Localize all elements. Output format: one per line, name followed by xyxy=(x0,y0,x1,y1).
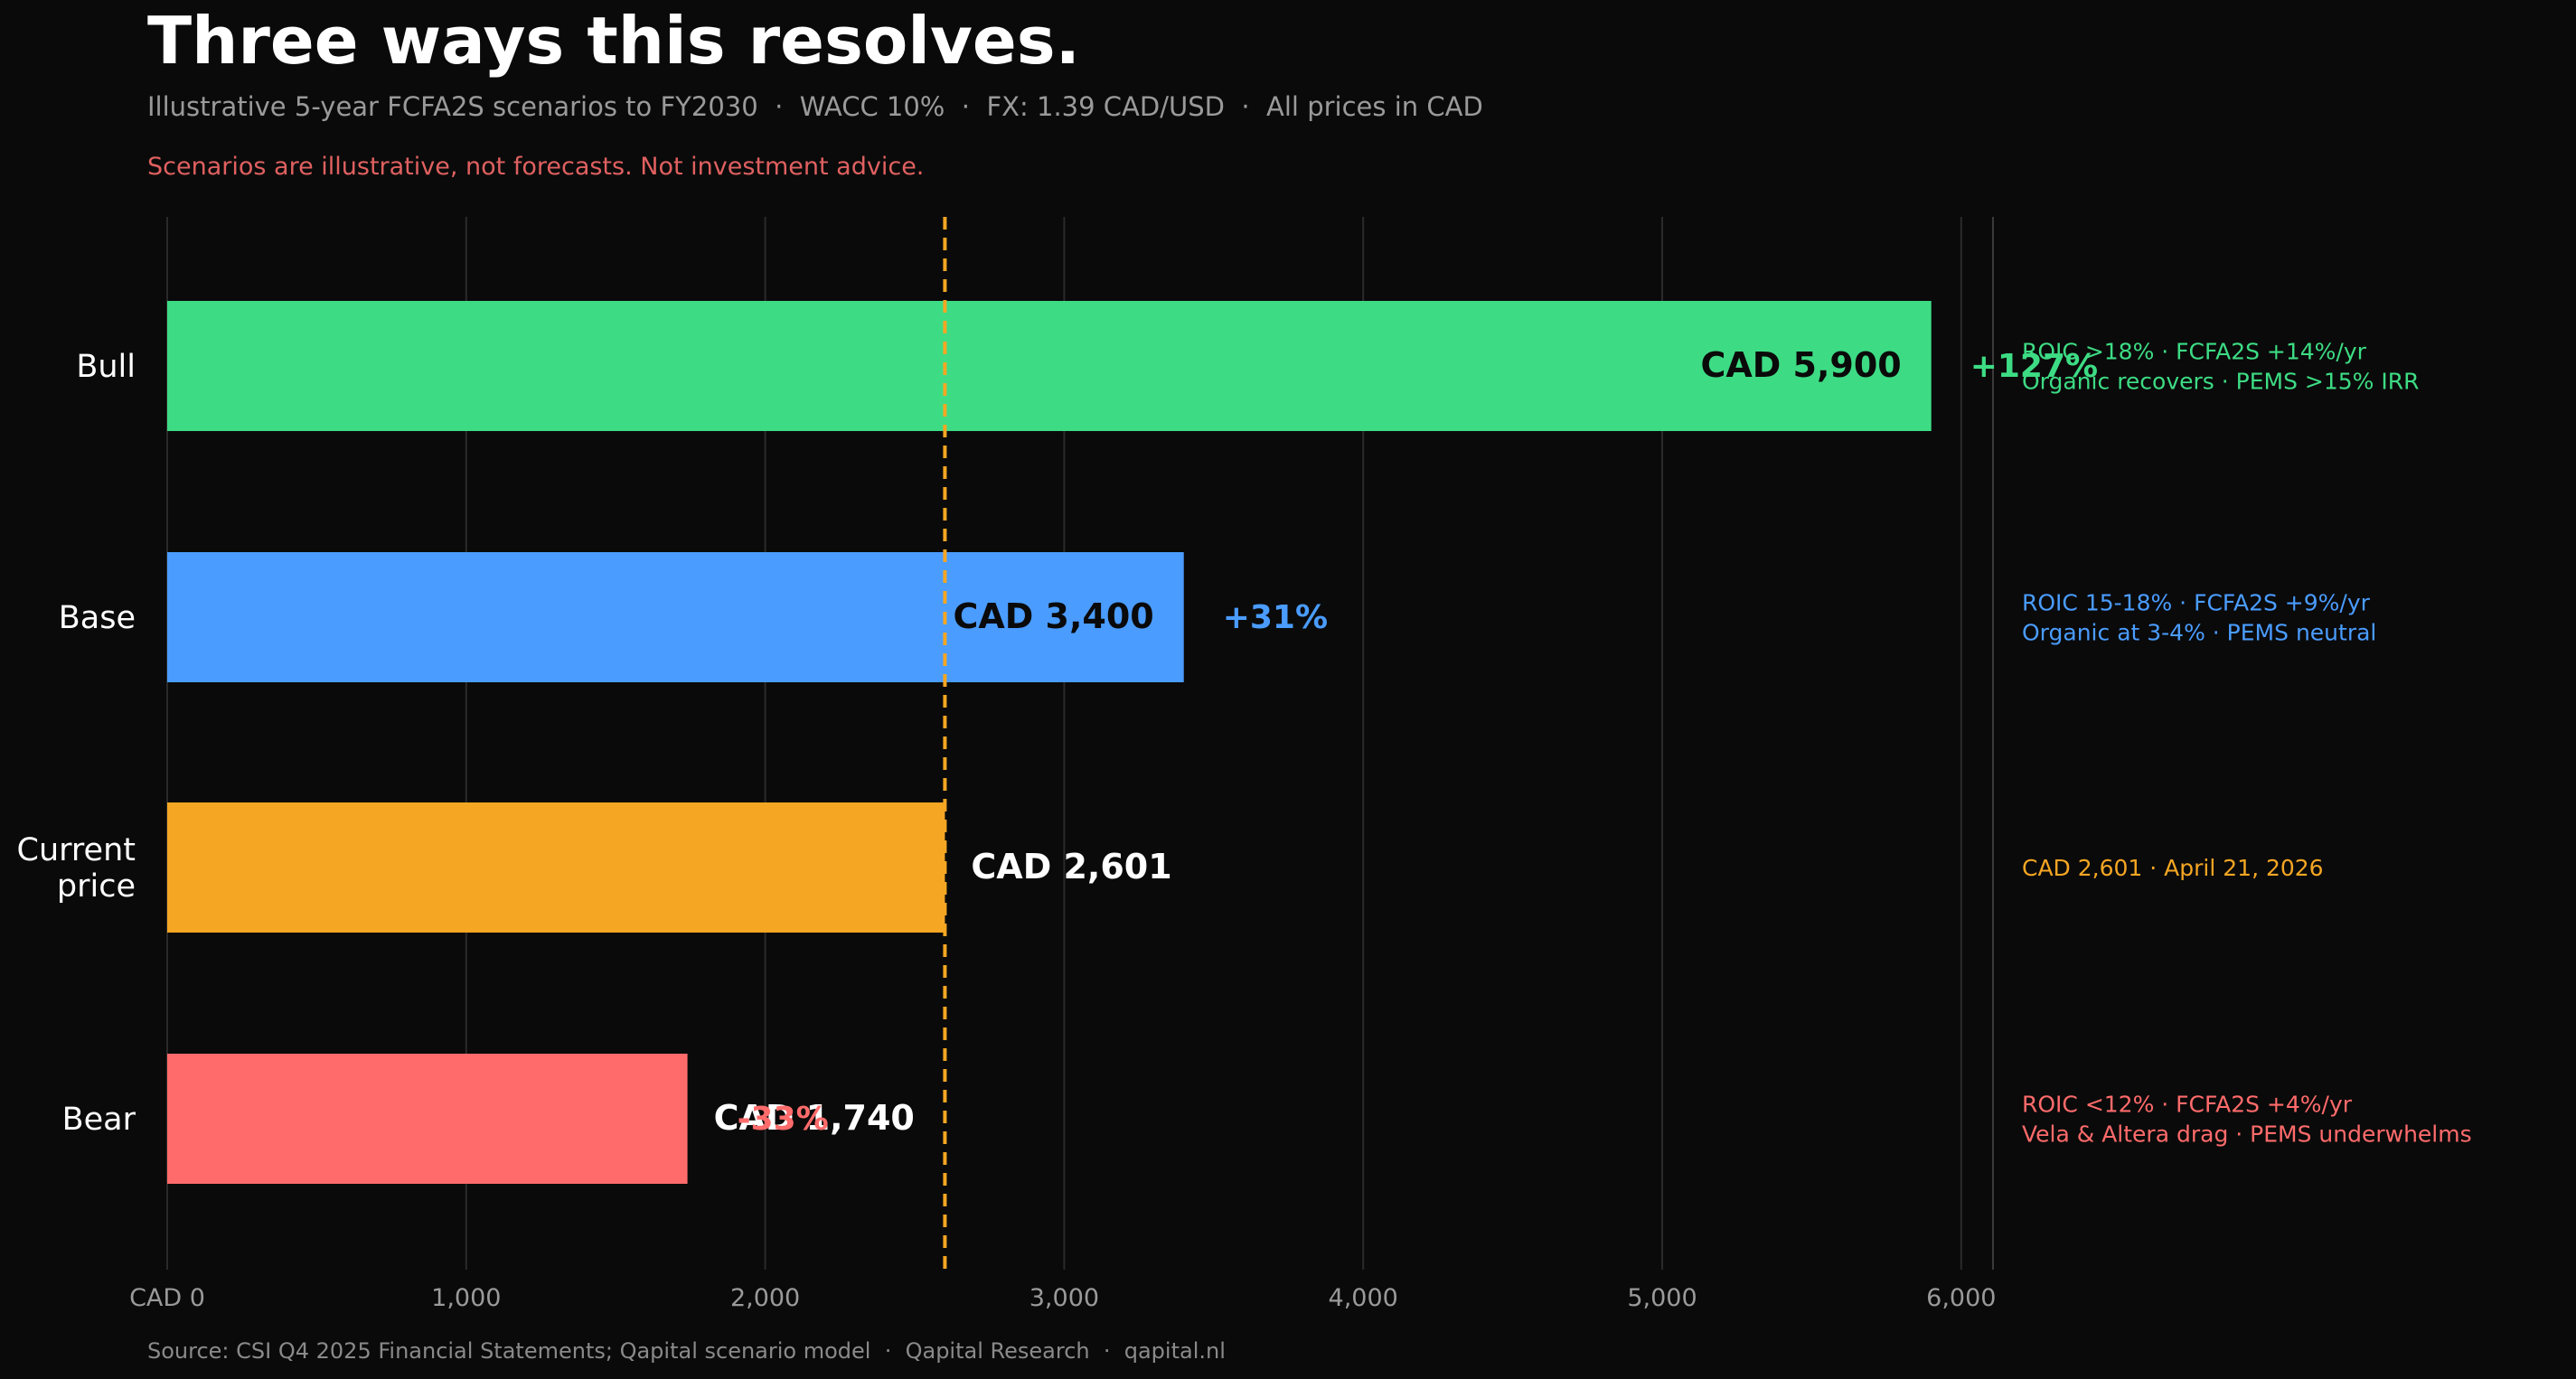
note-bear: Vela & Altera drag · PEMS underwhelms xyxy=(2022,1121,2472,1148)
change-label-bull: +127% xyxy=(1970,348,2098,385)
bars-layer xyxy=(167,301,1932,1184)
category-label-current: Current price xyxy=(17,832,136,905)
category-label-line: Base xyxy=(59,600,136,636)
bar-bull xyxy=(167,301,1932,431)
x-tick-label: 5,000 xyxy=(1627,1284,1697,1312)
x-tick-label: 4,000 xyxy=(1329,1284,1398,1312)
note-bull: ROIC >18% · FCFA2S +14%/yr xyxy=(2022,339,2367,365)
bar-base xyxy=(167,552,1184,682)
change-label-bear: -33% xyxy=(738,1101,829,1138)
chart-title: Three ways this resolves. xyxy=(147,3,1080,79)
category-label-line: price xyxy=(57,868,136,905)
category-label-bull: Bull xyxy=(76,349,136,385)
bar-bear xyxy=(167,1054,688,1184)
disclaimer-text: Scenarios are illustrative, not forecast… xyxy=(147,153,924,181)
value-label-base: CAD 3,400 xyxy=(953,596,1153,636)
value-label-bear: CAD 1,740 xyxy=(714,1098,915,1138)
x-tick-label: 3,000 xyxy=(1029,1284,1099,1312)
note-bull: Organic recovers · PEMS >15% IRR xyxy=(2022,369,2420,395)
note-base: Organic at 3-4% · PEMS neutral xyxy=(2022,620,2376,646)
category-label-bear: Bear xyxy=(62,1102,136,1138)
note-bear: ROIC <12% · FCFA2S +4%/yr xyxy=(2022,1092,2353,1118)
bar-current xyxy=(167,802,945,933)
note-base: ROIC 15-18% · FCFA2S +9%/yr xyxy=(2022,590,2371,616)
source-footer: Source: CSI Q4 2025 Financial Statements… xyxy=(147,1338,1226,1364)
note-current: CAD 2,601 · April 21, 2026 xyxy=(2022,855,2324,881)
value-label-bull: CAD 5,900 xyxy=(1700,345,1901,385)
category-label-base: Base xyxy=(59,600,136,636)
x-tick-label: 6,000 xyxy=(1926,1284,1996,1312)
x-tick-label: 2,000 xyxy=(730,1284,800,1312)
category-label-line: Bear xyxy=(62,1102,136,1138)
category-label-line: Current xyxy=(17,832,136,868)
x-tick-label: CAD 0 xyxy=(129,1284,205,1312)
x-tick-label: 1,000 xyxy=(431,1284,501,1312)
labels-layer: CAD 0 1,000 2,000 3,000 4,000 5,000 6,000 Bull C… xyxy=(17,217,2472,1312)
chart-subtitle: Illustrative 5-year FCFA2S scenarios to … xyxy=(147,91,1483,122)
change-label-base: +31% xyxy=(1223,599,1328,636)
category-label-line: Bull xyxy=(76,349,136,385)
value-label-current: CAD 2,601 xyxy=(971,847,1171,886)
